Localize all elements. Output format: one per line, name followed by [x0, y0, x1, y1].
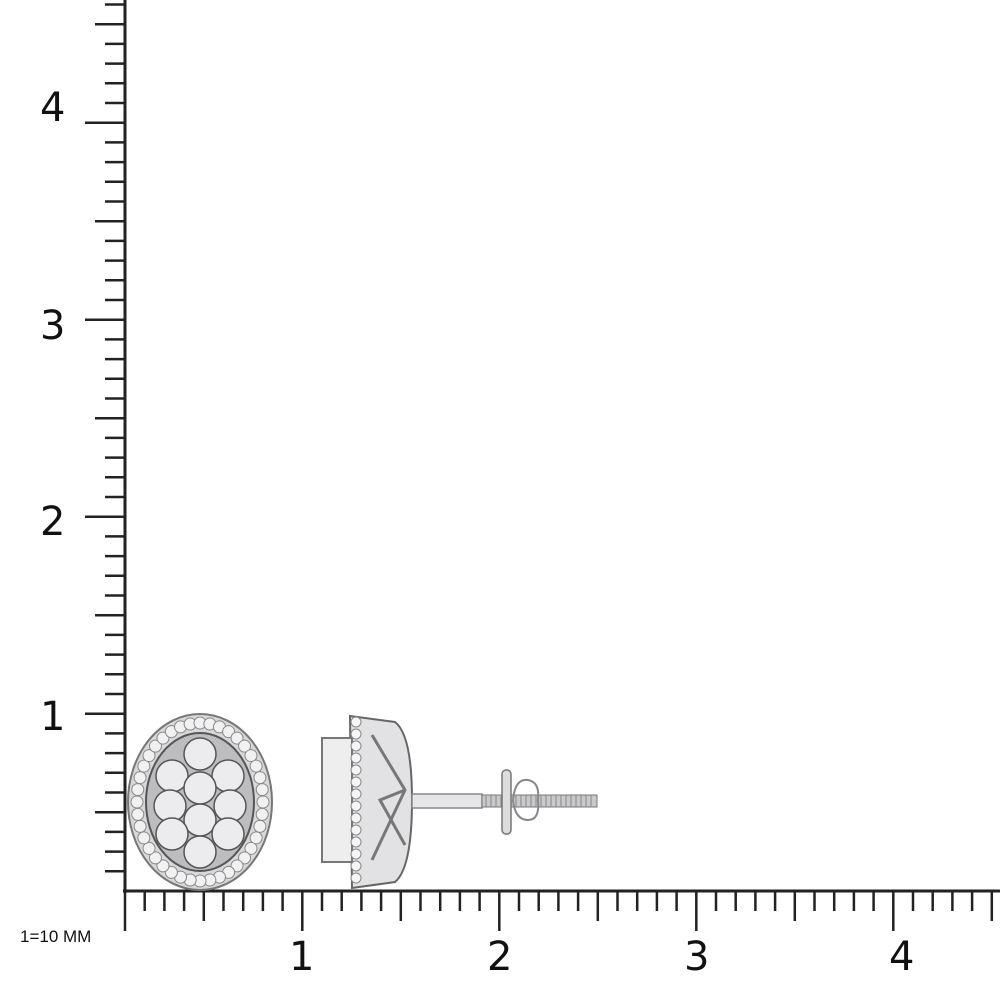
side-halo-diamond	[350, 788, 362, 800]
side-halo-diamond	[350, 764, 362, 776]
earring-post	[411, 793, 483, 809]
halo-diamond	[253, 819, 267, 833]
halo-diamond	[131, 807, 145, 821]
cluster-diamond	[211, 759, 245, 793]
x-label-3: 3	[684, 934, 710, 980]
halo-diamond	[244, 749, 258, 763]
y-label-4: 4	[40, 85, 66, 131]
side-halo-diamond	[350, 716, 362, 728]
screw-back-loop	[511, 778, 540, 822]
x-label-1: 1	[289, 934, 315, 980]
halo-diamond	[142, 841, 156, 855]
halo-diamond	[249, 759, 263, 773]
side-halo-diamond	[350, 836, 362, 848]
side-halo-diamond	[350, 752, 362, 764]
side-halo-diamond	[350, 824, 362, 836]
halo-diamond	[249, 831, 263, 845]
halo-diamond	[156, 859, 170, 873]
y-label-2: 2	[40, 499, 66, 545]
cluster-diamond	[183, 835, 217, 869]
halo-diamond	[133, 771, 147, 785]
halo-diamond	[130, 795, 144, 809]
side-halo-diamond	[350, 860, 362, 872]
side-view-gallery	[370, 734, 407, 861]
y-label-3: 3	[40, 303, 66, 349]
halo-diamond	[133, 819, 147, 833]
halo-diamond	[238, 851, 252, 865]
cluster-diamond	[183, 771, 217, 805]
halo-diamond	[255, 807, 269, 821]
x-label-4: 4	[889, 934, 915, 980]
halo-diamond	[131, 783, 145, 797]
halo-diamond	[256, 795, 270, 809]
screw-thread	[481, 794, 598, 808]
side-halo-diamond	[350, 848, 362, 860]
halo-diamond	[137, 759, 151, 773]
halo-diamond	[230, 731, 244, 745]
side-halo-diamond	[350, 740, 362, 752]
side-halo-diamond	[350, 800, 362, 812]
y-label-1: 1	[40, 694, 66, 740]
cluster-diamond	[153, 789, 187, 823]
cluster-diamond	[211, 817, 245, 851]
side-halo-diamond	[350, 872, 362, 884]
halo-diamond	[238, 739, 252, 753]
halo-diamond	[148, 851, 162, 865]
x-label-2: 2	[487, 934, 513, 980]
halo-diamond	[255, 783, 269, 797]
cluster-diamond	[213, 789, 247, 823]
side-view-diamond-face	[321, 737, 353, 863]
cluster-diamond	[183, 737, 217, 771]
scale-note: 1=10 MM	[20, 927, 92, 946]
halo-diamond	[148, 739, 162, 753]
side-halo-diamond	[350, 776, 362, 788]
screw-back-disc	[501, 769, 512, 835]
cluster-diamond	[155, 817, 189, 851]
side-halo-diamond	[350, 812, 362, 824]
halo-diamond	[142, 749, 156, 763]
cluster-diamond	[155, 759, 189, 793]
halo-diamond	[244, 841, 258, 855]
side-halo-diamond	[350, 728, 362, 740]
halo-diamond	[253, 771, 267, 785]
cluster-diamond	[183, 803, 217, 837]
halo-diamond	[137, 831, 151, 845]
